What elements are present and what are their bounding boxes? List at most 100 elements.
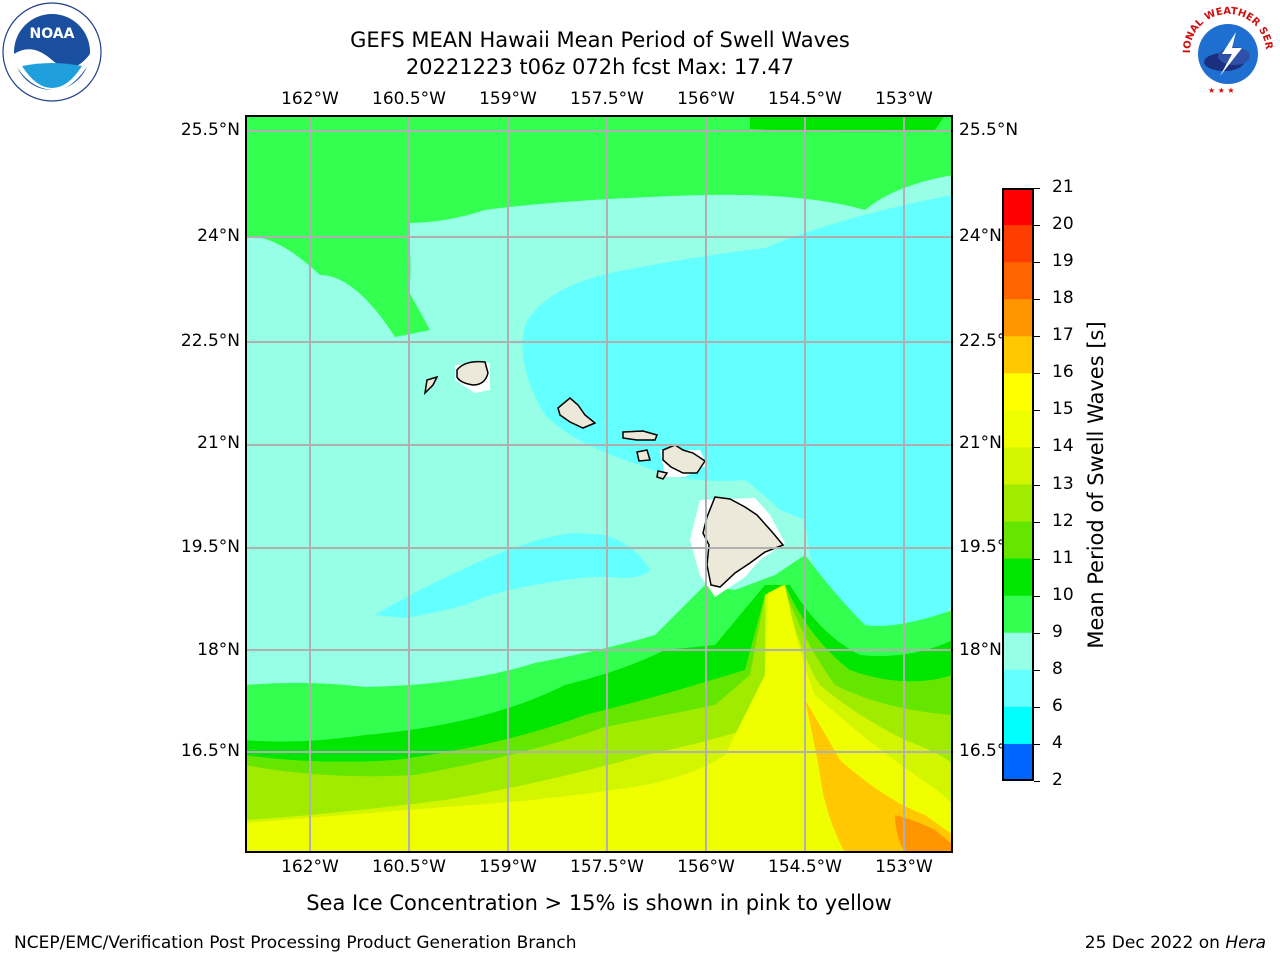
colorbar-tick-mark: [1034, 447, 1040, 449]
field-17-18: [895, 815, 953, 853]
colorbar-tick-11: 11: [1052, 547, 1074, 568]
colorbar-band-19: [1002, 262, 1034, 300]
colorbar-tick-mark: [1034, 781, 1040, 782]
colorbar-tick-17: 17: [1052, 325, 1074, 346]
colorbar-band-17: [1002, 336, 1034, 374]
colorbar-band-21: [1002, 188, 1034, 226]
island-kauai: [456, 360, 489, 386]
field-16-17: [805, 700, 953, 853]
lon-tick-top-2: 160.5°W: [372, 89, 446, 109]
lon-tick-top-6: 154.5°W: [768, 89, 842, 109]
colorbar-tick-12: 12: [1052, 510, 1074, 531]
colorbar-tick-19: 19: [1052, 251, 1074, 272]
footer-producer: NCEP/EMC/Verification Post Processing Pr…: [14, 933, 577, 953]
field-10-11-north: [245, 115, 953, 337]
colorbar-tick-mark: [1034, 521, 1040, 523]
colorbar-tick-mark: [1034, 595, 1040, 597]
field-11-12-north: [750, 115, 945, 133]
colorbar: [1002, 188, 1034, 781]
lon-tick-top-5: 156°W: [677, 89, 735, 109]
island-kahoolawe: [656, 470, 669, 480]
colorbar-band-9: [1002, 632, 1034, 671]
colorbar-tick-9: 9: [1052, 621, 1063, 642]
lat-tick-left-1: 25.5°N: [180, 120, 240, 140]
colorbar-tick-mark: [1034, 299, 1040, 301]
lon-tick-bottom-5: 156°W: [677, 857, 735, 877]
noaa-logo: NOAA: [2, 2, 102, 102]
colorbar-tick-mark: [1034, 706, 1040, 708]
colorbar-band-12: [1002, 521, 1034, 560]
map-subtitle: 20221223 t06z 072h fcst Max: 17.47: [405, 55, 795, 79]
colorbar-band-6: [1002, 706, 1034, 745]
colorbar-band-8: [1002, 669, 1034, 708]
colorbar-label: Mean Period of Swell Waves [s]: [1084, 321, 1108, 649]
footer-date: 25 Dec 2022 on Hera: [1085, 933, 1266, 953]
colorbar-tick-mark: [1034, 632, 1040, 634]
lat-tick-left-6: 18°N: [197, 640, 240, 660]
map-frame: [245, 115, 953, 853]
colorbar-tick-4: 4: [1052, 732, 1063, 753]
lon-tick-bottom-6: 154.5°W: [768, 857, 842, 877]
colorbar-tick-mark: [1034, 188, 1040, 189]
colorbar-tick-mark: [1034, 373, 1040, 375]
colorbar-band-14: [1002, 447, 1034, 485]
island-oahu: [557, 397, 597, 429]
island-lanai: [636, 449, 651, 462]
colorbar-tick-mark: [1034, 410, 1040, 412]
lon-tick-top-4: 157.5°W: [570, 89, 644, 109]
colorbar-band-20: [1002, 225, 1034, 263]
lat-tick-right-4: 21°N: [959, 433, 1002, 453]
lat-tick-left-2: 24°N: [197, 226, 240, 246]
colorbar-tick-mark: [1034, 484, 1040, 486]
colorbar-tick-14: 14: [1052, 436, 1074, 457]
field-8-9-west: [375, 533, 650, 618]
field-8-9-east: [522, 195, 953, 635]
footer-host: Hera: [1225, 933, 1266, 953]
colorbar-band-15: [1002, 410, 1034, 448]
lon-tick-top-3: 159°W: [479, 89, 537, 109]
lat-tick-right-1: 25.5°N: [959, 120, 1019, 140]
lon-tick-bottom-1: 162°W: [281, 857, 339, 877]
colorbar-band-4: [1002, 743, 1034, 781]
colorbar-tick-16: 16: [1052, 362, 1074, 383]
lat-tick-left-3: 22.5°N: [180, 331, 240, 351]
colorbar-tick-mark: [1034, 743, 1040, 745]
footer-date-text: 25 Dec 2022 on: [1084, 933, 1226, 953]
colorbar-tick-20: 20: [1052, 214, 1074, 235]
colorbar-tick-6: 6: [1052, 695, 1063, 716]
lon-tick-bottom-4: 157.5°W: [570, 857, 644, 877]
island-niihau: [423, 375, 439, 396]
lat-tick-left-5: 19.5°N: [180, 537, 240, 557]
swell-period-map: [245, 115, 953, 853]
lon-tick-top-1: 162°W: [281, 89, 339, 109]
noaa-logo-text: NOAA: [30, 26, 75, 42]
colorbar-band-10: [1002, 595, 1034, 634]
colorbar-tick-mark: [1034, 225, 1040, 227]
lon-tick-bottom-3: 159°W: [479, 857, 537, 877]
colorbar-tick-mark: [1034, 669, 1040, 671]
lon-tick-top-7: 153°W: [875, 89, 933, 109]
colorbar-tick-2: 2: [1052, 770, 1063, 790]
colorbar-tick-mark: [1034, 262, 1040, 264]
colorbar-tick-13: 13: [1052, 473, 1074, 494]
map-title: GEFS MEAN Hawaii Mean Period of Swell Wa…: [350, 28, 850, 52]
sea-ice-note: Sea Ice Concentration > 15% is shown in …: [306, 891, 892, 915]
colorbar-tick-15: 15: [1052, 399, 1074, 420]
island-molokai: [622, 430, 659, 441]
svg-text:★ ★ ★: ★ ★ ★: [1208, 86, 1235, 95]
colorbar-tick-8: 8: [1052, 658, 1063, 679]
lat-tick-right-6: 18°N: [959, 640, 1002, 660]
colorbar-tick-mark: [1034, 336, 1040, 338]
gridlines: [245, 115, 953, 853]
lat-tick-right-2: 24°N: [959, 226, 1002, 246]
lon-tick-bottom-7: 153°W: [875, 857, 933, 877]
colorbar-tick-18: 18: [1052, 288, 1074, 309]
lat-tick-left-4: 21°N: [197, 433, 240, 453]
colorbar-band-18: [1002, 299, 1034, 337]
colorbar-band-11: [1002, 558, 1034, 597]
colorbar-tick-10: 10: [1052, 584, 1074, 605]
island-maui: [662, 444, 707, 474]
lat-tick-left-7: 16.5°N: [180, 741, 240, 761]
lon-tick-bottom-2: 160.5°W: [372, 857, 446, 877]
colorbar-tick-21: 21: [1052, 177, 1074, 197]
